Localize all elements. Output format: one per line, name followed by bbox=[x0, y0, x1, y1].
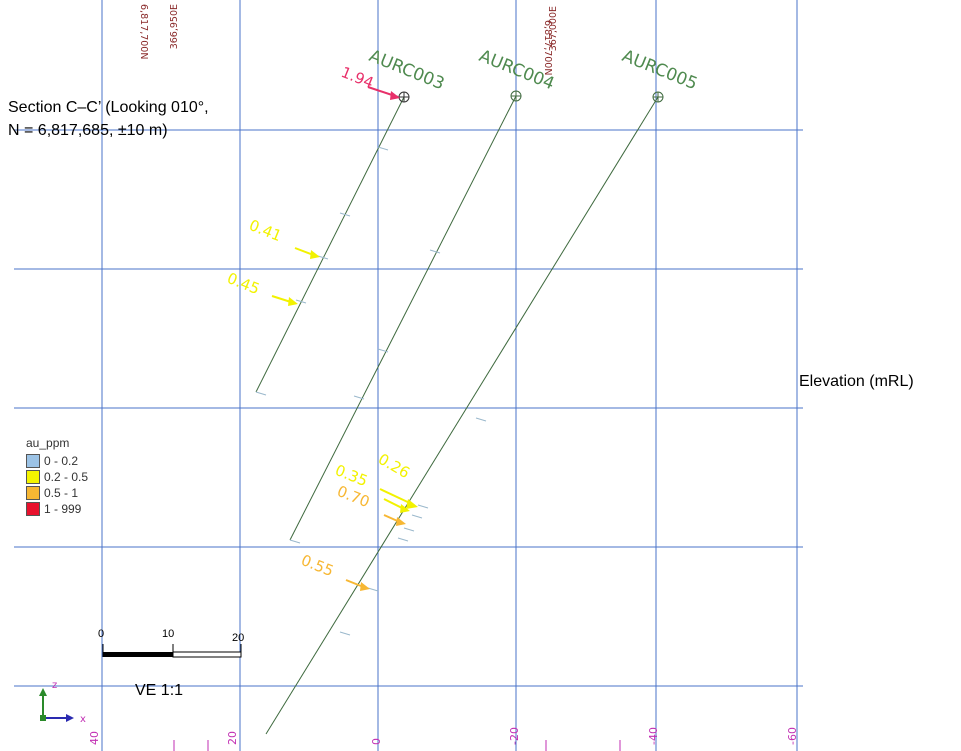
interval-tick bbox=[475, 417, 487, 422]
axis-label: 40 bbox=[88, 731, 101, 745]
assay-value: 0.26 bbox=[375, 450, 413, 482]
scale-tick-label: 10 bbox=[162, 628, 174, 640]
coord-label: 367,000E bbox=[548, 6, 559, 51]
legend-title: au_ppm bbox=[26, 436, 70, 450]
collar-marker[interactable] bbox=[652, 91, 664, 103]
axis-label: -40 bbox=[647, 727, 660, 745]
interval-tick bbox=[295, 299, 307, 304]
drillhole-AURC005[interactable]: AURC005 bbox=[265, 46, 700, 735]
drillhole-trace bbox=[265, 96, 659, 735]
legend-swatch bbox=[26, 470, 40, 484]
assay-0-26: 0.26 bbox=[375, 450, 418, 509]
drillhole-AURC003[interactable]: AURC003 bbox=[255, 46, 447, 396]
assay-value: 0.45 bbox=[225, 269, 263, 298]
section-title: Section C–C’ (Looking 010°, N = 6,817,68… bbox=[8, 99, 209, 139]
drillhole-AURC004[interactable]: AURC004 bbox=[289, 46, 557, 544]
assay-labels: 1.94 0.41 0.45 0.26 0.35 0.70 bbox=[225, 63, 418, 591]
interval-tick bbox=[367, 587, 379, 592]
assay-0-55: 0.55 bbox=[299, 551, 370, 591]
interval-tick bbox=[411, 514, 423, 519]
axis-label: -60 bbox=[786, 727, 799, 745]
drillhole-trace bbox=[255, 96, 405, 393]
axis-label: 0 bbox=[370, 738, 383, 745]
coord-label: 6,817,700N bbox=[542, 20, 553, 75]
axis-label: 20 bbox=[226, 731, 239, 745]
scale-tick-label: 0 bbox=[98, 628, 104, 640]
bottom-axis: 40 20 0 -20 -40 -60 bbox=[88, 727, 799, 751]
elevation-label: Elevation (mRL) bbox=[799, 373, 914, 390]
coord-label: 6,817,700N bbox=[138, 4, 149, 59]
x-axis-label: x bbox=[80, 714, 86, 725]
legend-swatch bbox=[26, 454, 40, 468]
scale-bar: 0 10 20 bbox=[98, 628, 244, 658]
axis-label: -20 bbox=[508, 727, 521, 745]
interval-tick bbox=[317, 255, 329, 260]
legend-item: 0 - 0.2 bbox=[26, 453, 88, 469]
assay-0-45: 0.45 bbox=[225, 269, 298, 306]
legend-swatch bbox=[26, 502, 40, 516]
interval-tick bbox=[339, 212, 351, 217]
legend-item: 0.2 - 0.5 bbox=[26, 469, 88, 485]
scale-tick-label: 20 bbox=[232, 632, 244, 644]
hole-label: AURC005 bbox=[619, 46, 700, 94]
vertical-exaggeration-label: VE 1:1 bbox=[135, 682, 184, 699]
interval-tick bbox=[429, 249, 441, 254]
interval-tick bbox=[289, 539, 301, 544]
axis-orientation-icon: z x bbox=[39, 680, 86, 725]
assay-value: 0.70 bbox=[335, 482, 373, 511]
assay-value: 0.41 bbox=[247, 216, 285, 245]
coordinate-labels: 6,817,700N 366,950E 6,817,700N 367,000E bbox=[138, 4, 559, 75]
legend-label: 0 - 0.2 bbox=[44, 454, 79, 468]
assay-value: 0.55 bbox=[299, 551, 337, 580]
interval-tick bbox=[397, 537, 409, 542]
legend-label: 1 - 999 bbox=[44, 502, 82, 516]
drillhole-trace bbox=[289, 95, 517, 541]
z-axis-label: z bbox=[52, 680, 57, 691]
interval-tick bbox=[339, 631, 351, 636]
interval-tick bbox=[403, 527, 415, 532]
legend: au_ppm 0 - 0.2 0.2 - 0.5 0.5 - 1 1 - 999 bbox=[26, 436, 88, 517]
legend-swatch bbox=[26, 486, 40, 500]
collar-marker[interactable] bbox=[510, 90, 522, 102]
assay-0-41: 0.41 bbox=[247, 216, 320, 259]
legend-label: 0.5 - 1 bbox=[44, 486, 79, 500]
legend-label: 0.2 - 0.5 bbox=[44, 470, 89, 484]
interval-tick bbox=[255, 391, 267, 396]
legend-item: 0.5 - 1 bbox=[26, 485, 88, 501]
interval-tick bbox=[377, 348, 389, 353]
collar-marker[interactable] bbox=[398, 91, 410, 103]
interval-tick bbox=[377, 146, 389, 151]
interval-tick bbox=[417, 504, 429, 509]
interval-tick bbox=[353, 395, 365, 400]
legend-item: 1 - 999 bbox=[26, 501, 88, 517]
grid bbox=[14, 0, 803, 751]
coord-label: 366,950E bbox=[169, 4, 180, 49]
